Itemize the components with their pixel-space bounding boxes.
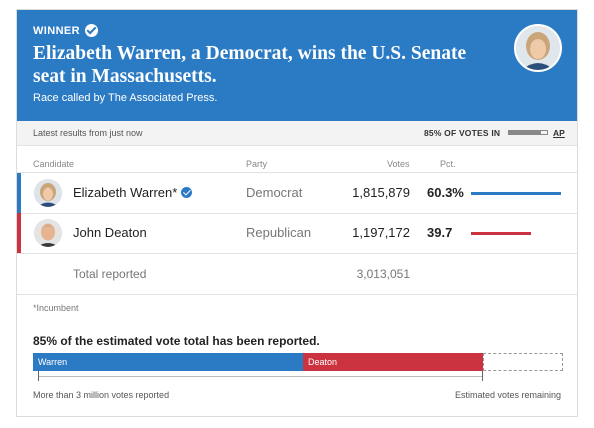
candidate-pct: 60.3% — [427, 185, 464, 200]
estimate-axis-line — [38, 376, 483, 377]
votes-in-progress-fill — [509, 131, 542, 134]
estimate-segment-remaining — [483, 353, 563, 371]
total-votes: 3,013,051 — [356, 267, 410, 281]
party-stripe — [17, 173, 21, 213]
candidate-votes: 1,815,879 — [352, 185, 410, 200]
candidate-avatar — [34, 219, 62, 247]
winner-row: WINNER — [33, 24, 99, 37]
headline: Elizabeth Warren, a Democrat, wins the U… — [33, 43, 467, 87]
candidate-name: John Deaton — [73, 225, 147, 240]
status-bar: Latest results from just now 85% OF VOTE… — [17, 121, 577, 146]
table-row: John Deaton Republican 1,197,172 39.7 — [17, 213, 577, 254]
estimate-segment-label: Warren — [38, 357, 68, 367]
estimate-segment-deaton: Deaton — [303, 353, 483, 371]
candidate-avatar — [34, 179, 62, 207]
checkmark-icon — [85, 24, 99, 37]
candidate-party: Democrat — [246, 185, 303, 200]
candidate-pct-bar — [471, 192, 561, 195]
column-header-pct: Pct. — [440, 159, 456, 169]
estimate-right-caption: Estimated votes remaining — [454, 390, 561, 400]
estimate-title: 85% of the estimated vote total has been… — [33, 334, 320, 348]
votes-in-text: 85% OF VOTES IN — [424, 128, 501, 138]
estimate-bar: Warren Deaton — [33, 353, 563, 371]
race-called-note: Race called by The Associated Press. — [33, 92, 218, 104]
candidate-pct: 39.7 — [427, 225, 453, 240]
race-results-card: WINNER Elizabeth Warren, a Democrat, win… — [16, 9, 578, 417]
winner-banner: WINNER Elizabeth Warren, a Democrat, win… — [17, 10, 577, 121]
winner-check-icon — [181, 187, 193, 198]
column-header-candidate: Candidate — [33, 159, 75, 169]
column-header-votes: Votes — [387, 159, 410, 169]
candidate-votes: 1,197,172 — [352, 225, 410, 240]
candidate-name: Elizabeth Warren* — [73, 185, 193, 200]
estimate-left-caption: More than 3 million votes reported — [33, 390, 170, 400]
estimate-tick-left — [38, 371, 39, 381]
incumbent-footnote: *Incumbent — [33, 303, 79, 313]
table-row: Elizabeth Warren* Democrat 1,815,879 60.… — [17, 172, 577, 214]
estimate-segment-warren: Warren — [33, 353, 303, 371]
winner-label: WINNER — [33, 24, 81, 37]
party-stripe — [17, 213, 21, 253]
latest-results-text: Latest results from just now — [33, 128, 143, 138]
estimate-tick-right — [482, 371, 483, 381]
total-label: Total reported — [73, 267, 147, 281]
column-header-party: Party — [246, 159, 268, 169]
ap-source-link[interactable]: AP — [553, 128, 565, 138]
estimate-segment-label: Deaton — [308, 357, 338, 367]
total-row: Total reported 3,013,051 — [17, 254, 577, 295]
candidate-party: Republican — [246, 225, 312, 240]
votes-in-progress-bar — [508, 130, 548, 135]
winner-avatar — [514, 24, 562, 72]
candidate-pct-bar — [471, 232, 531, 235]
candidate-name-text: Elizabeth Warren* — [73, 185, 178, 200]
